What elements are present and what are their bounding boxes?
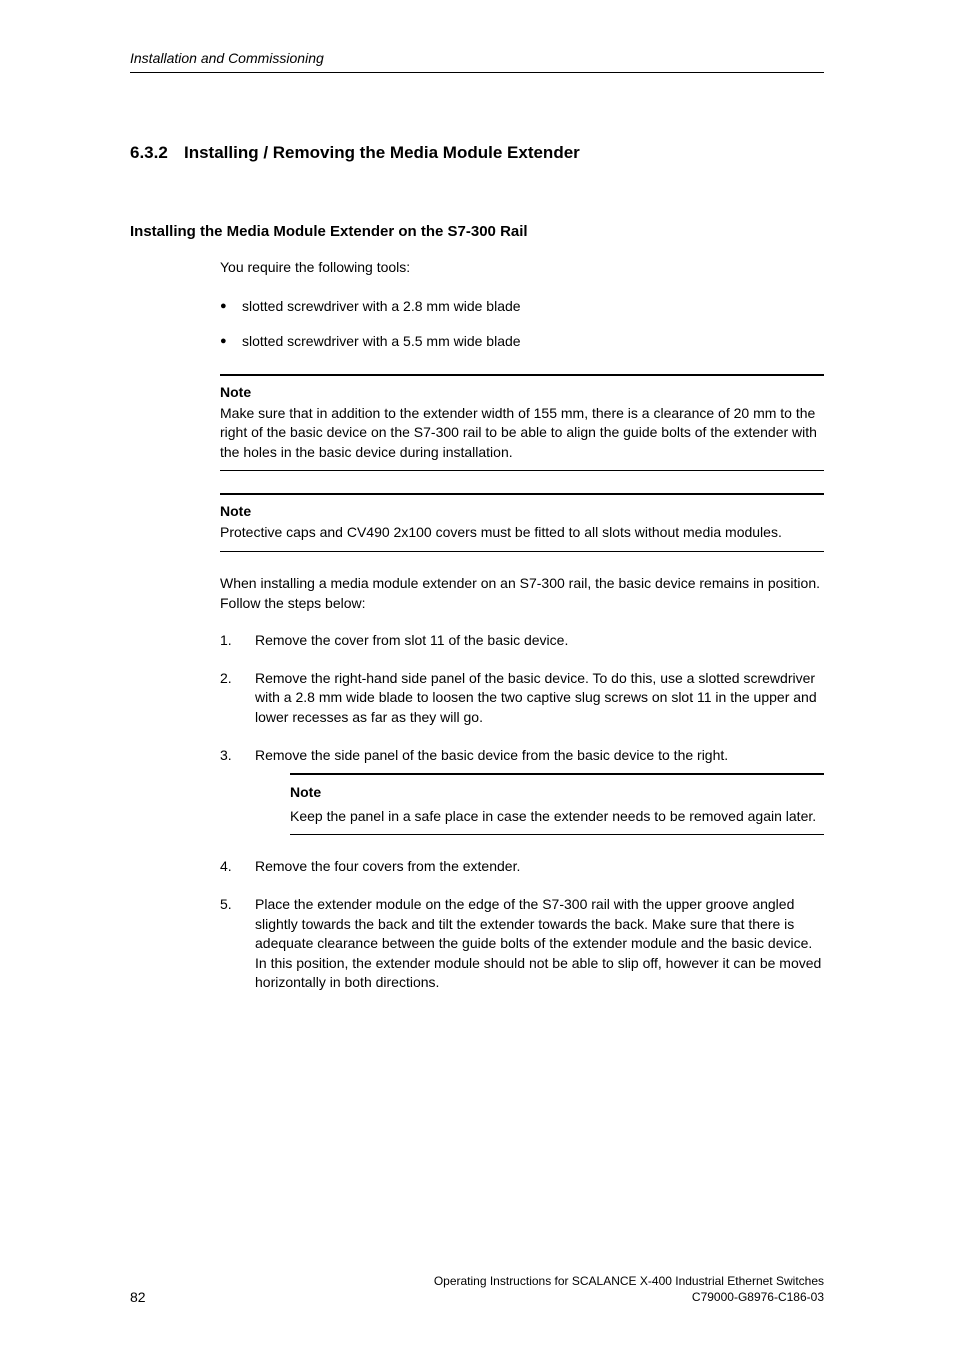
note-box: Note Keep the panel in a safe place in c… <box>290 773 824 835</box>
step-item: Remove the side panel of the basic devic… <box>220 746 824 836</box>
page-footer: 82 Operating Instructions for SCALANCE X… <box>130 1273 824 1305</box>
running-header: Installation and Commissioning <box>130 50 824 73</box>
steps-list: Remove the cover from slot 11 of the bas… <box>220 631 824 993</box>
footer-line: C79000-G8976-C186-03 <box>434 1289 824 1305</box>
list-item: slotted screwdriver with a 5.5 mm wide b… <box>220 331 824 352</box>
step-text: Remove the side panel of the basic devic… <box>255 747 728 763</box>
section-number: 6.3.2 <box>130 143 184 163</box>
note-box: Note Protective caps and CV490 2x100 cov… <box>220 493 824 552</box>
note-text: Make sure that in addition to the extend… <box>220 404 824 463</box>
step-item: Remove the cover from slot 11 of the bas… <box>220 631 824 651</box>
note-box: Note Make sure that in addition to the e… <box>220 374 824 472</box>
note-label: Note <box>220 384 824 400</box>
mid-text: When installing a media module extender … <box>220 574 824 613</box>
note-text: Keep the panel in a safe place in case t… <box>290 807 824 827</box>
intro-text: You require the following tools: <box>220 258 824 278</box>
step-item: Place the extender module on the edge of… <box>220 895 824 993</box>
subsection-title: Installing the Media Module Extender on … <box>130 223 824 240</box>
note-label: Note <box>290 783 824 803</box>
list-item: slotted screwdriver with a 2.8 mm wide b… <box>220 296 824 317</box>
page-number: 82 <box>130 1289 146 1305</box>
tools-list: slotted screwdriver with a 2.8 mm wide b… <box>220 296 824 352</box>
step-item: Remove the four covers from the extender… <box>220 857 824 877</box>
footer-right: Operating Instructions for SCALANCE X-40… <box>434 1273 824 1305</box>
section-heading: 6.3.2 Installing / Removing the Media Mo… <box>130 143 824 163</box>
footer-line: Operating Instructions for SCALANCE X-40… <box>434 1273 824 1289</box>
section-title: Installing / Removing the Media Module E… <box>184 143 580 163</box>
note-label: Note <box>220 503 824 519</box>
note-text: Protective caps and CV490 2x100 covers m… <box>220 523 824 543</box>
step-item: Remove the right-hand side panel of the … <box>220 669 824 728</box>
